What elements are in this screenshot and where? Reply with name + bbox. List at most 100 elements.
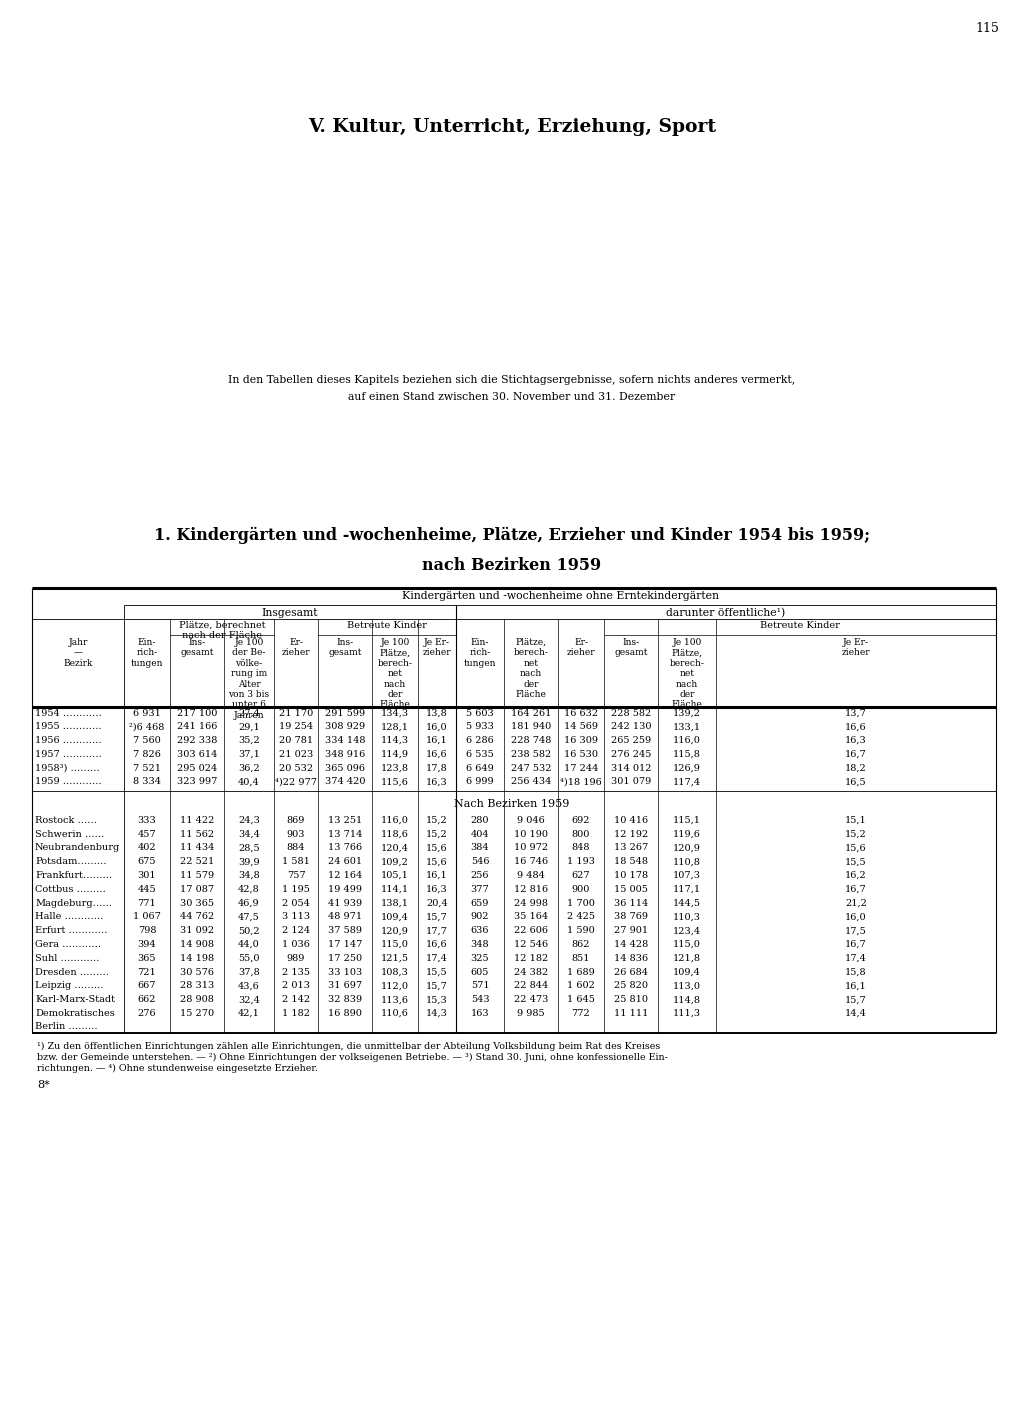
Text: 1 602: 1 602: [567, 981, 595, 990]
Text: 333: 333: [137, 816, 157, 824]
Text: 14 908: 14 908: [180, 940, 214, 949]
Text: 117,1: 117,1: [673, 885, 701, 894]
Text: 15,2: 15,2: [426, 816, 447, 824]
Text: 10 972: 10 972: [514, 843, 548, 853]
Text: 22 844: 22 844: [514, 981, 548, 990]
Text: 24 601: 24 601: [328, 857, 362, 867]
Text: 15,8: 15,8: [845, 967, 866, 977]
Text: 7 826: 7 826: [133, 749, 161, 759]
Text: 903: 903: [287, 830, 305, 839]
Text: 109,2: 109,2: [381, 857, 409, 867]
Text: 13,8: 13,8: [426, 708, 447, 717]
Text: 34,8: 34,8: [239, 871, 260, 880]
Text: 134,3: 134,3: [381, 708, 409, 717]
Text: 571: 571: [471, 981, 489, 990]
Text: 28,5: 28,5: [239, 843, 260, 853]
Text: 546: 546: [471, 857, 489, 867]
Text: Potsdam………: Potsdam………: [35, 857, 106, 867]
Text: 40,4: 40,4: [239, 778, 260, 786]
Text: 2 054: 2 054: [282, 899, 310, 908]
Text: 120,9: 120,9: [673, 843, 701, 853]
Text: 115,0: 115,0: [673, 940, 701, 949]
Text: 636: 636: [471, 926, 489, 935]
Text: 627: 627: [571, 871, 590, 880]
Text: 27,4: 27,4: [238, 708, 260, 717]
Text: 16,0: 16,0: [426, 723, 447, 731]
Text: 35,2: 35,2: [239, 737, 260, 745]
Text: 228 582: 228 582: [611, 708, 651, 717]
Text: 43,6: 43,6: [239, 981, 260, 990]
Text: 902: 902: [471, 912, 489, 922]
Text: 12 192: 12 192: [613, 830, 648, 839]
Text: 659: 659: [471, 899, 489, 908]
Text: 11 111: 11 111: [613, 1010, 648, 1018]
Text: 50,2: 50,2: [239, 926, 260, 935]
Text: 109,4: 109,4: [673, 967, 701, 977]
Text: 16 746: 16 746: [514, 857, 548, 867]
Text: 32,4: 32,4: [238, 995, 260, 1004]
Text: 241 166: 241 166: [177, 723, 217, 731]
Text: 31 697: 31 697: [328, 981, 362, 990]
Text: Betreute Kinder: Betreute Kinder: [760, 621, 840, 631]
Text: 798: 798: [138, 926, 157, 935]
Text: Demokratisches: Demokratisches: [35, 1010, 115, 1018]
Text: 28 313: 28 313: [180, 981, 214, 990]
Text: 16,2: 16,2: [845, 871, 867, 880]
Text: 34,4: 34,4: [238, 830, 260, 839]
Text: 667: 667: [138, 981, 157, 990]
Text: 46,9: 46,9: [239, 899, 260, 908]
Text: 10 190: 10 190: [514, 830, 548, 839]
Text: 1. Kindergärten und -wochenheime, Plätze, Erzieher und Kinder 1954 bis 1959;: 1. Kindergärten und -wochenheime, Plätze…: [154, 527, 870, 544]
Text: 30 365: 30 365: [180, 899, 214, 908]
Text: 16,3: 16,3: [845, 737, 867, 745]
Text: 692: 692: [571, 816, 590, 824]
Text: Leipzig ………: Leipzig ………: [35, 981, 103, 990]
Text: 1 182: 1 182: [282, 1010, 310, 1018]
Text: Betreute Kinder: Betreute Kinder: [347, 621, 427, 631]
Text: 247 532: 247 532: [511, 764, 551, 772]
Text: Erfurt …………: Erfurt …………: [35, 926, 108, 935]
Text: 15,7: 15,7: [845, 995, 867, 1004]
Text: 25 810: 25 810: [614, 995, 648, 1004]
Text: 20,4: 20,4: [426, 899, 447, 908]
Text: 15 005: 15 005: [614, 885, 648, 894]
Text: 116,0: 116,0: [673, 737, 701, 745]
Text: Ins-
gesamt: Ins- gesamt: [614, 638, 648, 658]
Text: 24,3: 24,3: [238, 816, 260, 824]
Text: 15,3: 15,3: [426, 995, 447, 1004]
Text: 15,6: 15,6: [845, 843, 866, 853]
Text: 19 499: 19 499: [328, 885, 362, 894]
Text: 115,6: 115,6: [381, 778, 409, 786]
Text: 17,4: 17,4: [426, 954, 447, 963]
Text: 139,2: 139,2: [673, 708, 701, 717]
Text: 605: 605: [471, 967, 489, 977]
Text: 2 135: 2 135: [282, 967, 310, 977]
Text: 8*: 8*: [37, 1080, 50, 1090]
Text: 1955 …………: 1955 …………: [35, 723, 101, 731]
Text: 29,1: 29,1: [239, 723, 260, 731]
Text: 12 182: 12 182: [514, 954, 548, 963]
Text: 27 901: 27 901: [614, 926, 648, 935]
Text: 851: 851: [571, 954, 590, 963]
Text: 13 766: 13 766: [328, 843, 362, 853]
Text: Karl-Marx-Stadt: Karl-Marx-Stadt: [35, 995, 115, 1004]
Text: 37 589: 37 589: [328, 926, 362, 935]
Text: 12 164: 12 164: [328, 871, 362, 880]
Text: 38 769: 38 769: [614, 912, 648, 922]
Text: 17,5: 17,5: [845, 926, 867, 935]
Text: Plätze,
berech-
net
nach
der
Fläche: Plätze, berech- net nach der Fläche: [514, 638, 549, 699]
Text: Berlin ………: Berlin ………: [35, 1022, 97, 1031]
Text: Frankfurt………: Frankfurt………: [35, 871, 113, 880]
Text: ¹) Zu den öffentlichen Einrichtungen zählen alle Einrichtungen, die unmittelbar : ¹) Zu den öffentlichen Einrichtungen zäh…: [37, 1042, 660, 1052]
Text: Magdeburg……: Magdeburg……: [35, 899, 112, 908]
Text: 256 434: 256 434: [511, 778, 551, 786]
Text: Jahr
—
Bezirk: Jahr — Bezirk: [63, 638, 93, 667]
Text: 108,3: 108,3: [381, 967, 409, 977]
Text: 13 267: 13 267: [613, 843, 648, 853]
Text: 11 422: 11 422: [180, 816, 214, 824]
Text: 5 933: 5 933: [466, 723, 494, 731]
Text: Je 100
der Be-
völke-
rung im
Alter
von 3 bis
unter 6
Jahren: Je 100 der Be- völke- rung im Alter von …: [228, 638, 269, 720]
Text: 675: 675: [138, 857, 157, 867]
Text: 44 762: 44 762: [180, 912, 214, 922]
Text: Ein-
rich-
tungen: Ein- rich- tungen: [464, 638, 497, 667]
